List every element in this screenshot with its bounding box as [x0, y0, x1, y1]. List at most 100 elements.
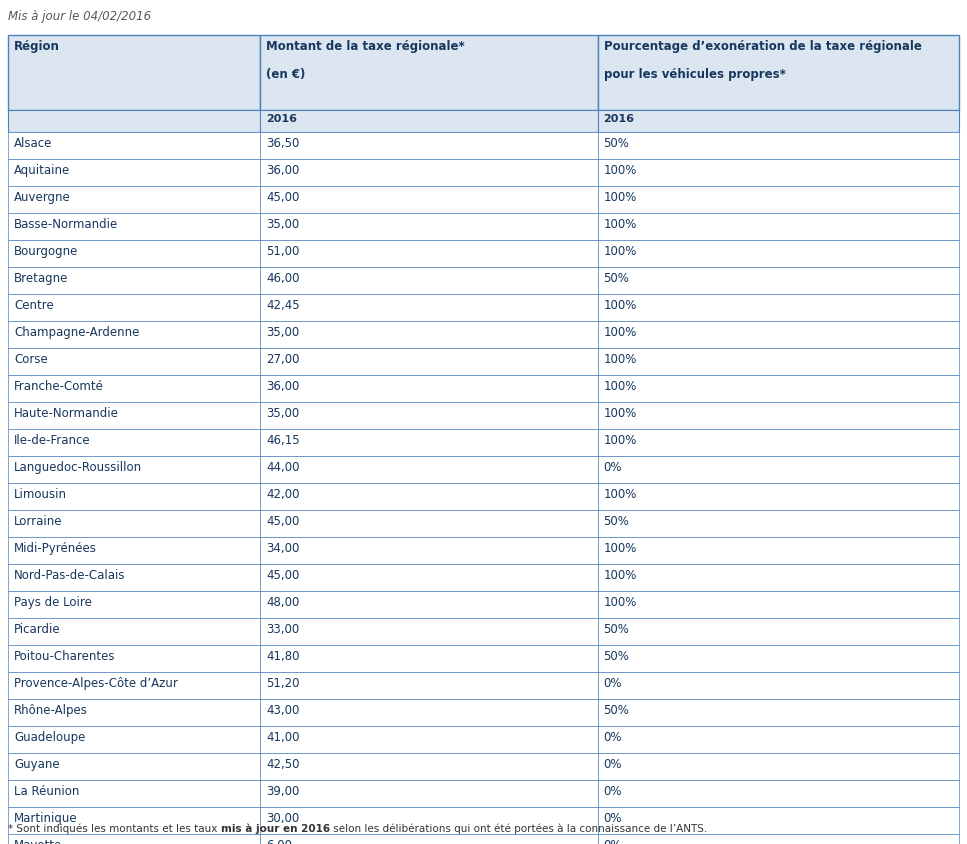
Bar [8, 35, 260, 110]
Text: 0%: 0% [603, 677, 622, 690]
Bar [260, 483, 598, 510]
Text: 50%: 50% [603, 272, 630, 285]
Bar [260, 834, 598, 844]
Text: 45,00: 45,00 [266, 569, 300, 582]
Text: Lorraine: Lorraine [14, 515, 63, 528]
Text: 100%: 100% [603, 488, 637, 501]
Text: 50%: 50% [603, 650, 630, 663]
Text: mis à jour en 2016: mis à jour en 2016 [220, 823, 330, 834]
Bar [598, 645, 959, 672]
Bar [598, 429, 959, 456]
Bar [260, 510, 598, 537]
Text: 36,50: 36,50 [266, 137, 300, 150]
Bar [598, 591, 959, 618]
Text: selon les délibérations qui ont été portées à la connaissance de l’ANTS.: selon les délibérations qui ont été port… [330, 823, 707, 834]
Bar [8, 564, 260, 591]
Bar [8, 807, 260, 834]
Text: 100%: 100% [603, 353, 637, 366]
Bar [598, 267, 959, 294]
Bar [8, 267, 260, 294]
Bar [260, 726, 598, 753]
Bar [8, 110, 260, 132]
Bar [260, 753, 598, 780]
Text: 6,00: 6,00 [266, 839, 292, 844]
Bar [8, 645, 260, 672]
Text: 46,00: 46,00 [266, 272, 300, 285]
Text: 100%: 100% [603, 596, 637, 609]
Bar [598, 294, 959, 321]
Text: Bourgogne: Bourgogne [14, 245, 78, 258]
Text: La Réunion: La Réunion [14, 785, 79, 798]
Text: 2016: 2016 [266, 114, 297, 124]
Bar [8, 726, 260, 753]
Text: 36,00: 36,00 [266, 380, 300, 393]
Bar [598, 483, 959, 510]
Bar [260, 294, 598, 321]
Bar [8, 186, 260, 213]
Text: 43,00: 43,00 [266, 704, 300, 717]
Text: 0%: 0% [603, 785, 622, 798]
Text: Haute-Normandie: Haute-Normandie [14, 407, 119, 420]
Bar [260, 348, 598, 375]
Bar [8, 429, 260, 456]
Text: 45,00: 45,00 [266, 515, 300, 528]
Text: Languedoc-Roussillon: Languedoc-Roussillon [14, 461, 142, 474]
Bar [598, 456, 959, 483]
Bar [598, 834, 959, 844]
Text: 0%: 0% [603, 731, 622, 744]
Bar [598, 537, 959, 564]
Text: 50%: 50% [603, 515, 630, 528]
Bar [598, 753, 959, 780]
Bar [260, 186, 598, 213]
Bar [260, 672, 598, 699]
Text: Picardie: Picardie [14, 623, 61, 636]
Text: Corse: Corse [14, 353, 47, 366]
Bar [598, 159, 959, 186]
Text: Midi-Pyrénées: Midi-Pyrénées [14, 542, 97, 555]
Text: 100%: 100% [603, 326, 637, 339]
Text: 0%: 0% [603, 839, 622, 844]
Bar [598, 186, 959, 213]
Bar [8, 294, 260, 321]
Text: Guadeloupe: Guadeloupe [14, 731, 85, 744]
Text: 27,00: 27,00 [266, 353, 300, 366]
Bar [598, 348, 959, 375]
Bar [260, 213, 598, 240]
Text: Provence-Alpes-Côte d’Azur: Provence-Alpes-Côte d’Azur [14, 677, 178, 690]
Bar [260, 402, 598, 429]
Text: Poitou-Charentes: Poitou-Charentes [14, 650, 115, 663]
Text: 39,00: 39,00 [266, 785, 300, 798]
Bar [598, 618, 959, 645]
Bar [598, 110, 959, 132]
Text: Limousin: Limousin [14, 488, 67, 501]
Bar [8, 537, 260, 564]
Text: Alsace: Alsace [14, 137, 52, 150]
Bar [260, 159, 598, 186]
Text: 45,00: 45,00 [266, 191, 300, 204]
Text: 46,15: 46,15 [266, 434, 300, 447]
Text: Centre: Centre [14, 299, 54, 312]
Bar [598, 726, 959, 753]
Text: * Sont indiqués les montants et les taux: * Sont indiqués les montants et les taux [8, 823, 220, 834]
Text: pour les véhicules propres*: pour les véhicules propres* [603, 68, 785, 81]
Bar [8, 321, 260, 348]
Text: 50%: 50% [603, 137, 630, 150]
Text: 100%: 100% [603, 380, 637, 393]
Text: 42,50: 42,50 [266, 758, 300, 771]
Bar [260, 110, 598, 132]
Bar [8, 375, 260, 402]
Bar [260, 618, 598, 645]
Text: (en €): (en €) [266, 68, 306, 81]
Bar [260, 807, 598, 834]
Text: 41,00: 41,00 [266, 731, 300, 744]
Text: 100%: 100% [603, 407, 637, 420]
Text: Pays de Loire: Pays de Loire [14, 596, 92, 609]
Text: 51,20: 51,20 [266, 677, 300, 690]
Bar [260, 645, 598, 672]
Text: 48,00: 48,00 [266, 596, 300, 609]
Bar [260, 780, 598, 807]
Bar [598, 213, 959, 240]
Bar [260, 699, 598, 726]
Bar [8, 132, 260, 159]
Text: 100%: 100% [603, 164, 637, 177]
